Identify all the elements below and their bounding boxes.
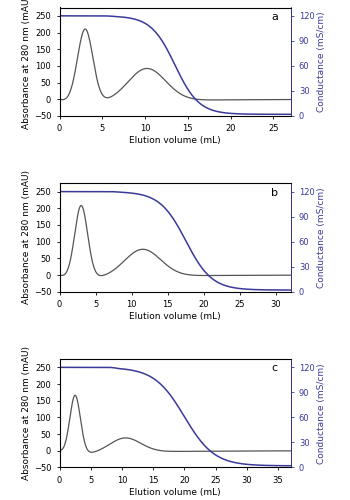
- Y-axis label: Conductance (mS/cm): Conductance (mS/cm): [317, 187, 326, 288]
- X-axis label: Elution volume (mL): Elution volume (mL): [129, 136, 221, 145]
- Text: a: a: [271, 12, 278, 22]
- Y-axis label: Absorbance at 280 nm (mAU): Absorbance at 280 nm (mAU): [22, 346, 31, 480]
- Text: b: b: [271, 188, 278, 198]
- Text: c: c: [271, 364, 278, 374]
- Y-axis label: Conductance (mS/cm): Conductance (mS/cm): [317, 12, 326, 112]
- Y-axis label: Conductance (mS/cm): Conductance (mS/cm): [317, 363, 326, 464]
- X-axis label: Elution volume (mL): Elution volume (mL): [129, 312, 221, 321]
- Y-axis label: Absorbance at 280 nm (mAU): Absorbance at 280 nm (mAU): [22, 0, 31, 128]
- X-axis label: Elution volume (mL): Elution volume (mL): [129, 488, 221, 496]
- Y-axis label: Absorbance at 280 nm (mAU): Absorbance at 280 nm (mAU): [22, 170, 31, 304]
